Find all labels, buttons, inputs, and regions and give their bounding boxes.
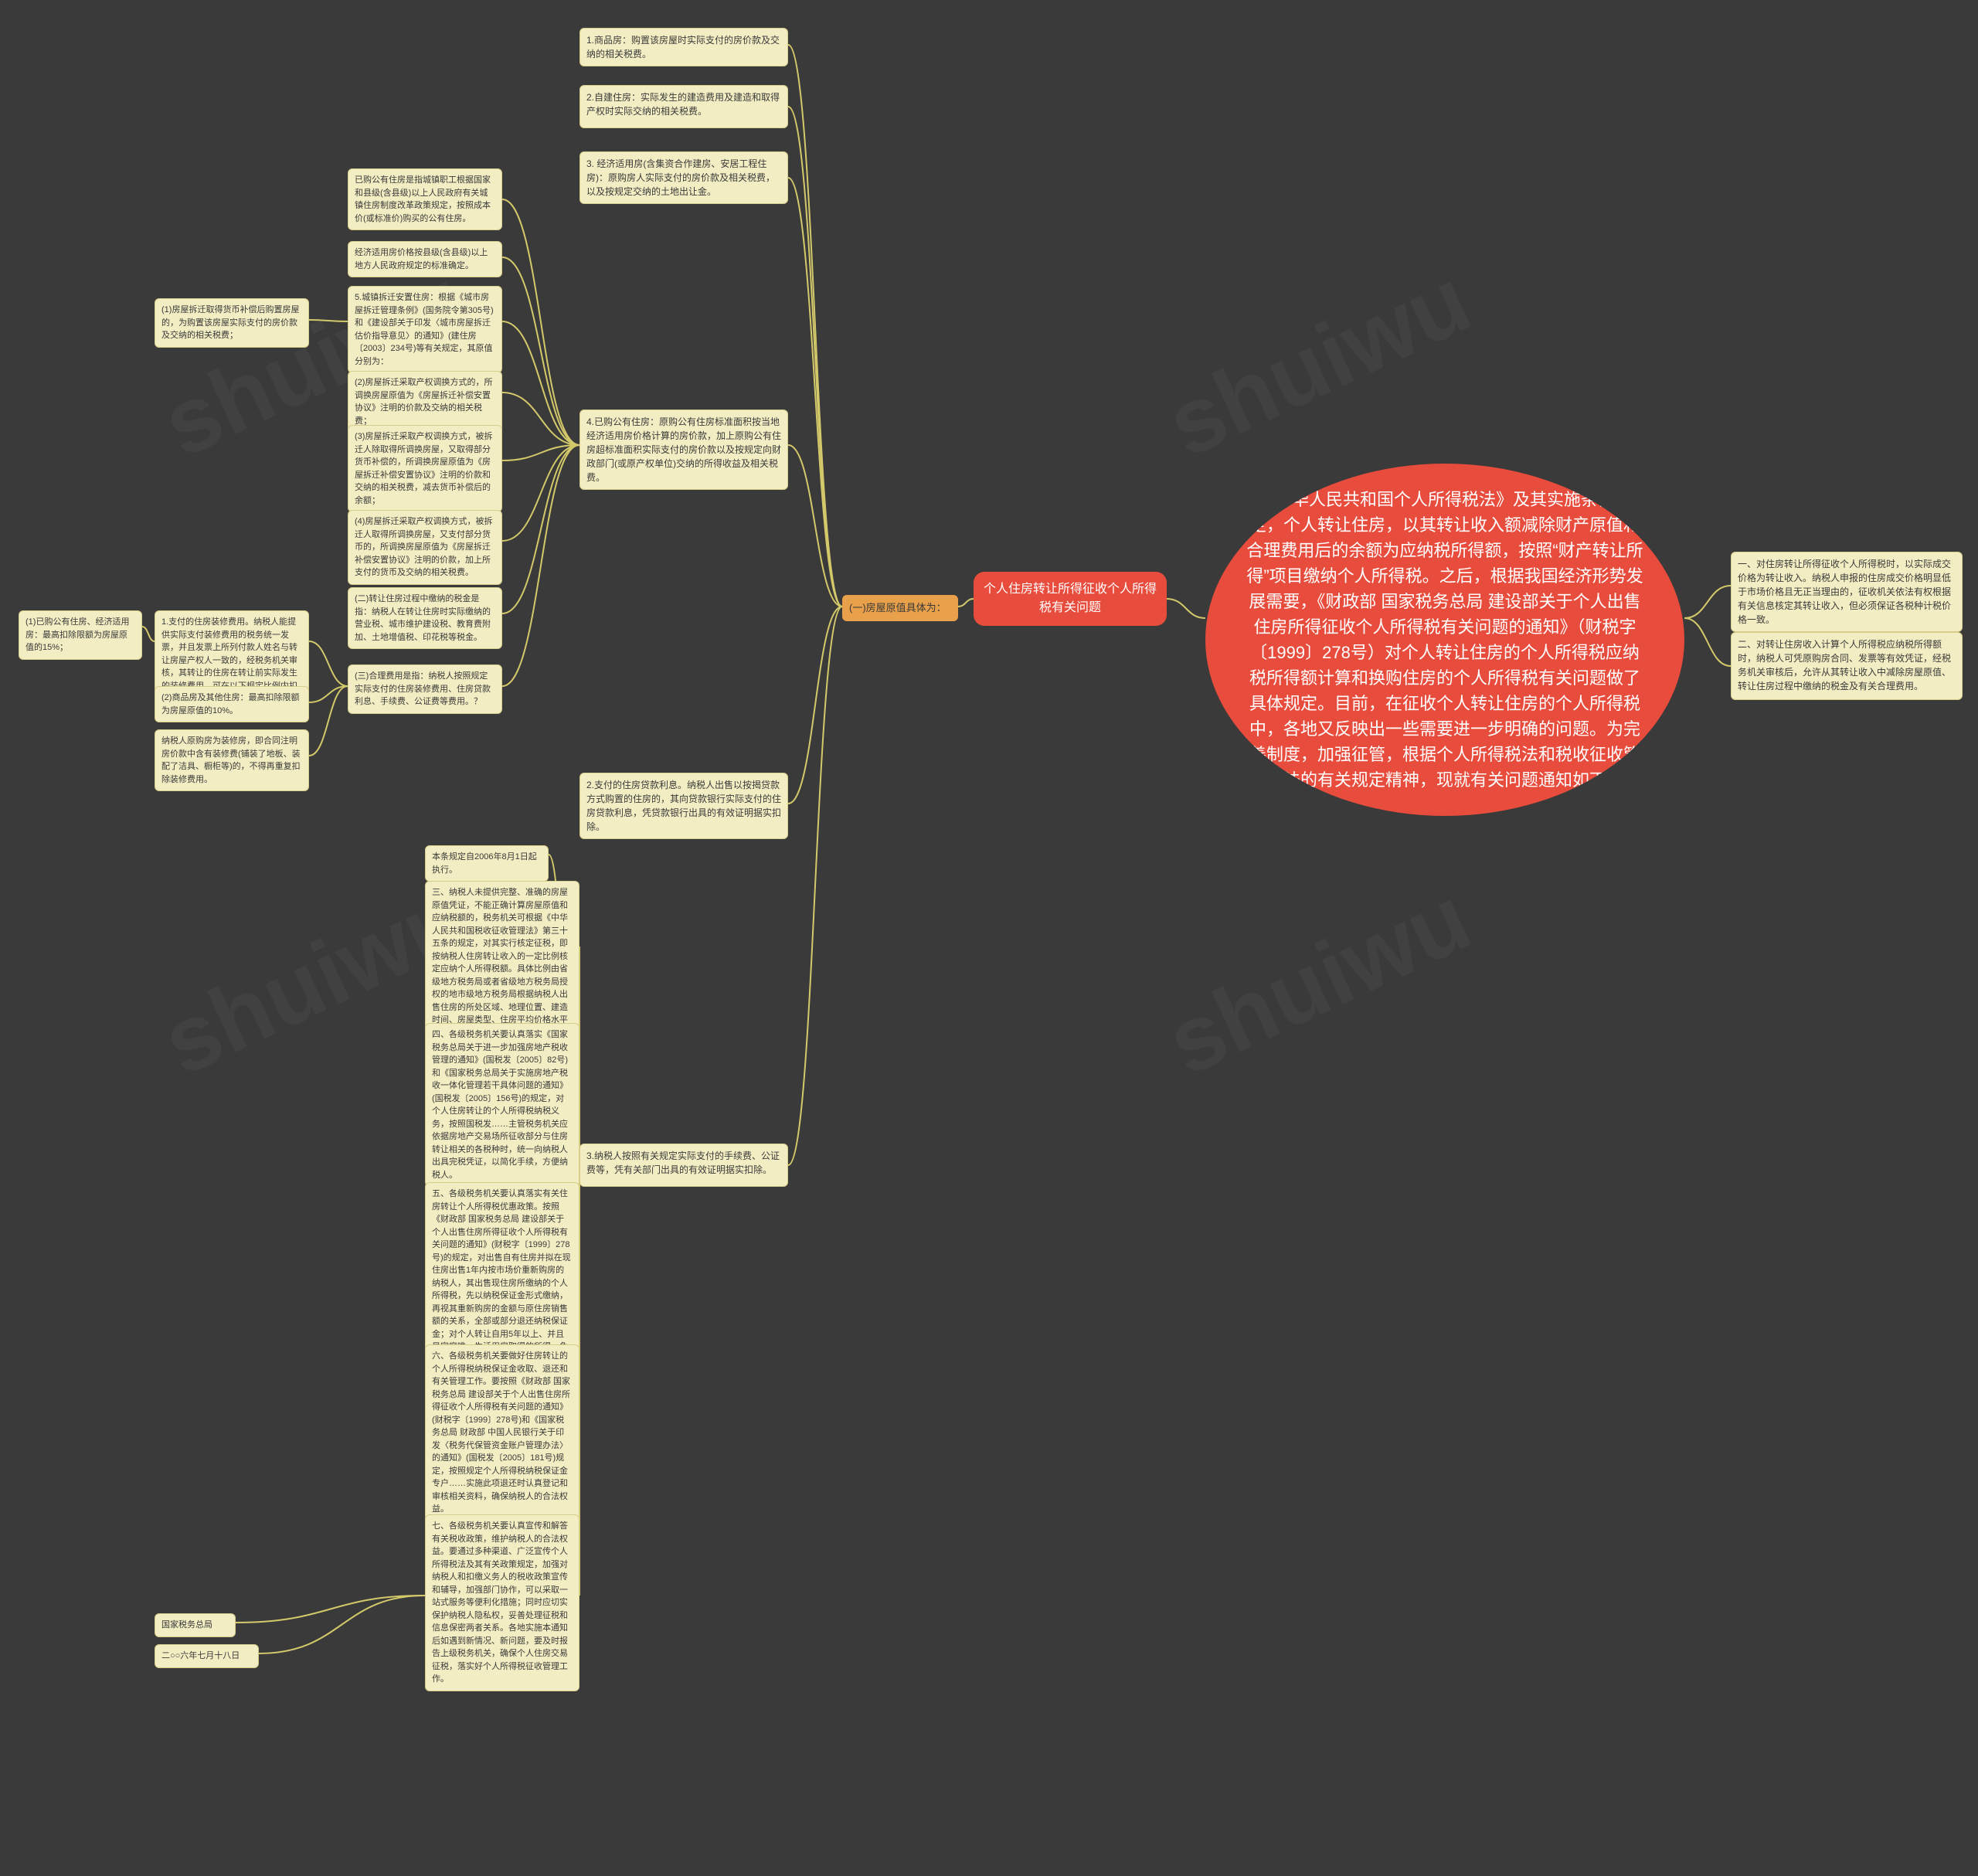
node-l2a: (1)房屋拆迁取得货币补偿后购置房屋的，为购置该房屋实际支付的房价款及交纳的相关… xyxy=(155,298,309,348)
node-l1f: (4)房屋拆迁采取产权调换方式，被拆迁人取得所调换房屋，又支付部分货币的，所调换… xyxy=(348,510,502,585)
edge-l1n-l2f xyxy=(259,1596,425,1653)
edge-root-hub1 xyxy=(1167,599,1205,618)
edge-m4-l1h xyxy=(502,445,579,686)
node-hub1: 个人住房转让所得征收个人所得税有关问题 xyxy=(974,572,1167,626)
node-l1a: 已购公有住房是指城镇职工根据国家和县级(含县级)以上人民政府有关城镇住房制度改革… xyxy=(348,168,502,230)
node-sh1: (一)房屋原值具体为： xyxy=(842,595,958,621)
edge-m4-l1b xyxy=(502,257,579,445)
edge-sh1-m3 xyxy=(788,178,842,607)
node-r1: 一、对住房转让所得征收个人所得税时，以实际成交价格为转让收入。纳税人申报的住房成… xyxy=(1731,552,1963,632)
edge-sh1-m4 xyxy=(788,445,842,607)
node-m5: 2.支付的住房贷款利息。纳税人出售以按揭贷款方式购置的住房的，其向贷款银行实际支… xyxy=(579,773,788,839)
edge-hub1-sh1 xyxy=(958,599,974,607)
node-l1i: 本条规定自2006年8月1日起执行。 xyxy=(425,845,549,882)
edge-l1h-l2c xyxy=(309,686,348,702)
node-l1e: (3)房屋拆迁采取产权调换方式，被拆迁人除取得所调换房屋，又取得部分货币补偿的，… xyxy=(348,425,502,512)
edge-l1h-l2d xyxy=(309,686,348,756)
node-m6: 3.纳税人按照有关规定实际支付的手续费、公证费等，凭有关部门出具的有效证明据实扣… xyxy=(579,1144,788,1187)
node-l1c: 5.城镇拆迁安置住房：根据《城市房屋拆迁管理条例》(国务院令第305号)和《建设… xyxy=(348,286,502,373)
node-l2e: 国家税务总局 xyxy=(155,1613,236,1637)
node-m4: 4.已购公有住房：原购公有住房标准面积按当地经济适用房价格计算的房价款，加上原购… xyxy=(579,410,788,490)
edge-m4-l1g xyxy=(502,445,579,613)
node-root: 《中华人民共和国个人所得税法》及其实施条例规定，个人转让住房，以其转让收入额减除… xyxy=(1205,464,1684,816)
edge-root-r2 xyxy=(1684,618,1731,666)
node-l2c: (2)商品房及其他住房：最高扣除限额为房屋原值的10%。 xyxy=(155,686,309,722)
edge-m4-l1f xyxy=(502,445,579,541)
node-l1n: 七、各级税务机关要认真宣传和解答有关税收政策，维护纳税人的合法权益。要通过多种渠… xyxy=(425,1514,579,1691)
node-m2: 2.自建住房：实际发生的建造费用及建造和取得产权时实际交纳的相关税费。 xyxy=(579,85,788,128)
node-l1k: 四、各级税务机关要认真落实《国家税务总局关于进一步加强房地产税收管理的通知》(国… xyxy=(425,1023,579,1187)
edge-l2b-l3a xyxy=(142,627,155,641)
edge-sh1-m5 xyxy=(788,607,842,804)
edge-root-r1 xyxy=(1684,586,1731,618)
edge-sh1-m6 xyxy=(788,607,842,1165)
node-l1m: 六、各级税务机关要做好住房转让的个人所得税纳税保证金收取、退还和有关管理工作。要… xyxy=(425,1344,579,1521)
edge-l1h-l2b xyxy=(309,641,348,686)
node-r2: 二、对转让住房收入计算个人所得税应纳税所得额时，纳税人可凭原购房合同、发票等有效… xyxy=(1731,632,1963,700)
node-l2f: 二○○六年七月十八日 xyxy=(155,1644,259,1668)
node-l2d: 纳税人原购房为装修房，即合同注明房价款中含有装修费(铺装了地板、装配了洁具、橱柜… xyxy=(155,729,309,791)
node-l1b: 经济适用房价格按县级(含县级)以上地方人民政府规定的标准确定。 xyxy=(348,241,502,277)
edge-m4-l1e xyxy=(502,445,579,461)
node-l1d: (2)房屋拆迁采取产权调换方式的，所调换房屋原值为《房屋拆迁补偿安置协议》注明的… xyxy=(348,371,502,433)
node-l1g: (二)转让住房过程中缴纳的税金是指：纳税人在转让住房时实际缴纳的营业税、城市维护… xyxy=(348,587,502,649)
edge-sh1-m1 xyxy=(788,45,842,607)
edge-l1n-l2e xyxy=(236,1596,425,1623)
node-m1: 1.商品房：购置该房屋时实际支付的房价款及交纳的相关税费。 xyxy=(579,28,788,66)
edge-m4-l1d xyxy=(502,393,579,445)
edge-m4-l1a xyxy=(502,199,579,445)
node-l1h: (三)合理费用是指：纳税人按照规定实际支付的住房装修费用、住房贷款利息、手续费、… xyxy=(348,664,502,714)
node-l3a: (1)已购公有住房、经济适用房：最高扣除限额为房屋原值的15%； xyxy=(19,610,142,660)
edge-sh1-m2 xyxy=(788,107,842,607)
node-m3: 3. 经济适用房(含集资合作建房、安居工程住房)：原购房人实际支付的房价款及相关… xyxy=(579,151,788,204)
edge-m4-l1c xyxy=(502,321,579,445)
edge-l1c-l2a xyxy=(309,320,348,321)
